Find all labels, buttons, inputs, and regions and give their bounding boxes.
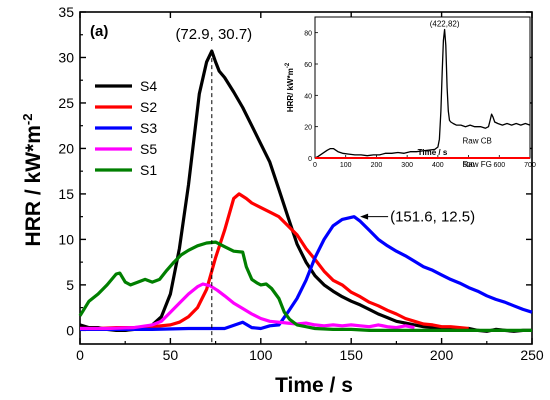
y-tick-label: 35 <box>58 4 74 20</box>
inset-y-axis-title-text: HRR/ kW*m <box>286 68 295 112</box>
inset-x-tick-label: 700 <box>524 162 536 169</box>
inset-x-tick-label: 600 <box>493 162 505 169</box>
x-axis-title: Time / s <box>275 374 353 397</box>
x-tick-label: 0 <box>76 347 84 363</box>
inset-series-label-raw-cb: Raw CB <box>462 137 491 146</box>
inset-y-tick-label: 80 <box>304 31 312 38</box>
inset-x-tick-label: 0 <box>313 162 317 169</box>
inset-x-axis-title: Time / s <box>418 148 448 157</box>
inset-x-tick-label: 400 <box>432 162 444 169</box>
series-line-s3 <box>80 215 533 331</box>
panel-label: (a) <box>90 23 108 40</box>
x-tick-label: 50 <box>163 347 179 363</box>
inset-y-axis-title: HRR/ kW*m-2 <box>285 62 295 112</box>
series-line-s1 <box>78 240 532 332</box>
inset-series-line-raw-cb <box>314 28 531 159</box>
legend-label-s5: S5 <box>140 141 157 157</box>
series-line-s5 <box>80 282 415 331</box>
inset-series-label-raw-fg: Raw FG <box>462 160 491 169</box>
series-line-s2 <box>80 192 469 331</box>
y-tick-label: 0 <box>66 322 74 338</box>
x-tick-label: 100 <box>249 347 273 363</box>
inset-plot: 0 100 200 300 400 500 600 700 0 20 40 60 80 Time / s H… <box>285 16 536 169</box>
y-axis-title-text: HRR / kW*m <box>22 125 45 246</box>
legend-label-s3: S3 <box>140 120 157 136</box>
legend-label-s4: S4 <box>140 78 157 94</box>
inset-x-tick-label: 200 <box>371 162 383 169</box>
peak-annotation-s4: (72.9, 30.7) <box>175 26 252 43</box>
inset-y-tick-label: 40 <box>304 93 312 100</box>
inset-y-tick-label: 20 <box>304 125 312 132</box>
inset-peak-annotation: (422,82) <box>430 20 460 29</box>
legend-label-s1: S1 <box>140 162 157 178</box>
peak-annotation-s3: (151.6, 12.5) <box>390 209 475 226</box>
y-tick-label: 30 <box>58 49 74 65</box>
y-tick-label: 10 <box>58 231 74 247</box>
inset-x-tick-label: 100 <box>340 162 352 169</box>
legend-label-s2: S2 <box>140 99 157 115</box>
peak-arrow-head <box>360 213 369 220</box>
inset-frame <box>314 16 531 159</box>
inset-y-axis-title-superscript: -2 <box>285 62 291 68</box>
y-tick-label: 25 <box>58 95 74 111</box>
y-tick-label: 15 <box>58 186 74 202</box>
y-tick-label: 5 <box>66 277 74 293</box>
x-tick-label: 200 <box>430 347 454 363</box>
x-tick-label: 150 <box>340 347 364 363</box>
inset-x-tick-label: 500 <box>463 162 475 169</box>
inset-x-tick-label: 300 <box>401 162 413 169</box>
inset-y-tick-label: 0 <box>308 156 312 163</box>
y-tick-label: 20 <box>58 140 74 156</box>
x-tick-label: 250 <box>520 347 544 363</box>
y-axis-title: HRR / kW*m-2 <box>20 114 45 247</box>
y-axis-title-superscript: -2 <box>20 114 35 126</box>
inset-y-tick-label: 60 <box>304 62 312 69</box>
